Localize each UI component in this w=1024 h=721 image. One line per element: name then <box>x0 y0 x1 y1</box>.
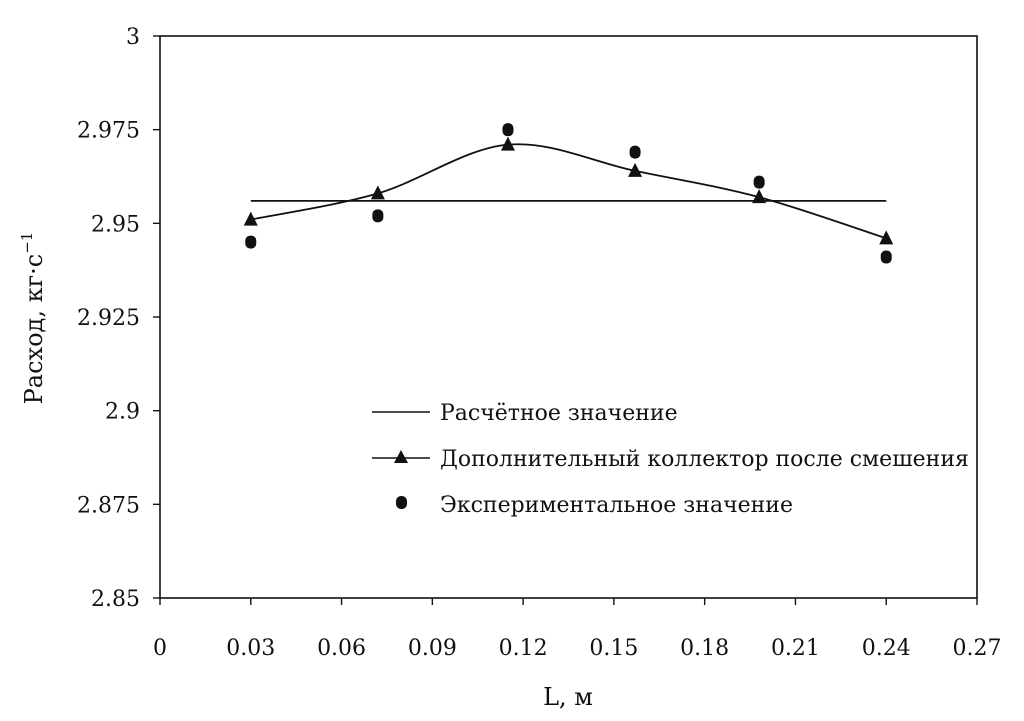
x-tick-label: 0.18 <box>680 636 729 661</box>
y-tick-label: 2.85 <box>91 587 140 612</box>
x-tick-label: 0.06 <box>317 636 366 661</box>
experimental-point <box>502 123 514 137</box>
x-tick-label: 0.12 <box>499 636 548 661</box>
experimental-point <box>753 175 765 189</box>
collector-triangle-point <box>500 136 515 151</box>
series-layer <box>243 123 894 264</box>
collector-triangle-point <box>879 230 894 245</box>
legend-circle-marker <box>396 496 407 509</box>
y-axis-title-sup: −1 <box>18 232 36 254</box>
x-tick-label: 0.09 <box>408 636 457 661</box>
x-tick-label: 0 <box>153 636 167 661</box>
y-tick-label: 3 <box>126 25 140 50</box>
y-tick-label: 2.875 <box>77 493 140 518</box>
y-axis-title-main: Расход, кг·с <box>20 254 48 405</box>
svg-text:Расход, кг·с−1: Расход, кг·с−1 <box>18 232 48 405</box>
legend-label-calculated: Расчётное значение <box>440 401 678 426</box>
experimental-point <box>629 145 641 159</box>
y-axis-ticks: 2.85 2.875 2.9 2.925 2.95 2.975 3 <box>77 25 160 612</box>
y-tick-label: 2.925 <box>77 306 140 331</box>
x-tick-label: 0.27 <box>953 636 1002 661</box>
legend-triangle-marker <box>394 450 408 463</box>
x-tick-label: 0.21 <box>771 636 820 661</box>
experimental-point <box>880 250 892 264</box>
x-tick-label: 0.15 <box>589 636 638 661</box>
experimental-point <box>372 209 384 223</box>
collector-triangle-point <box>243 211 258 226</box>
y-tick-label: 2.95 <box>91 212 140 237</box>
legend: Расчётное значение Дополнительный коллек… <box>372 401 969 518</box>
y-tick-label: 2.9 <box>105 400 140 425</box>
legend-label-experimental: Экспериментальное значение <box>440 493 793 518</box>
collector-triangle-point <box>370 185 385 200</box>
y-axis-title: Расход, кг·с−1 <box>18 232 48 405</box>
x-tick-label: 0.03 <box>226 636 275 661</box>
x-tick-label: 0.24 <box>862 636 911 661</box>
legend-label-collector: Дополнительный коллектор после смешения <box>440 447 969 472</box>
collector-triangle-point <box>628 162 643 177</box>
x-axis-ticks: 0 0.03 0.06 0.09 0.12 0.15 0.18 0.21 0.24 0.27 <box>153 598 1001 661</box>
y-tick-label: 2.975 <box>77 119 140 144</box>
collector-triangle-point <box>752 189 767 204</box>
experimental-point <box>245 235 257 249</box>
x-axis-title: L, м <box>543 683 593 711</box>
series-collector-curve <box>250 143 887 240</box>
